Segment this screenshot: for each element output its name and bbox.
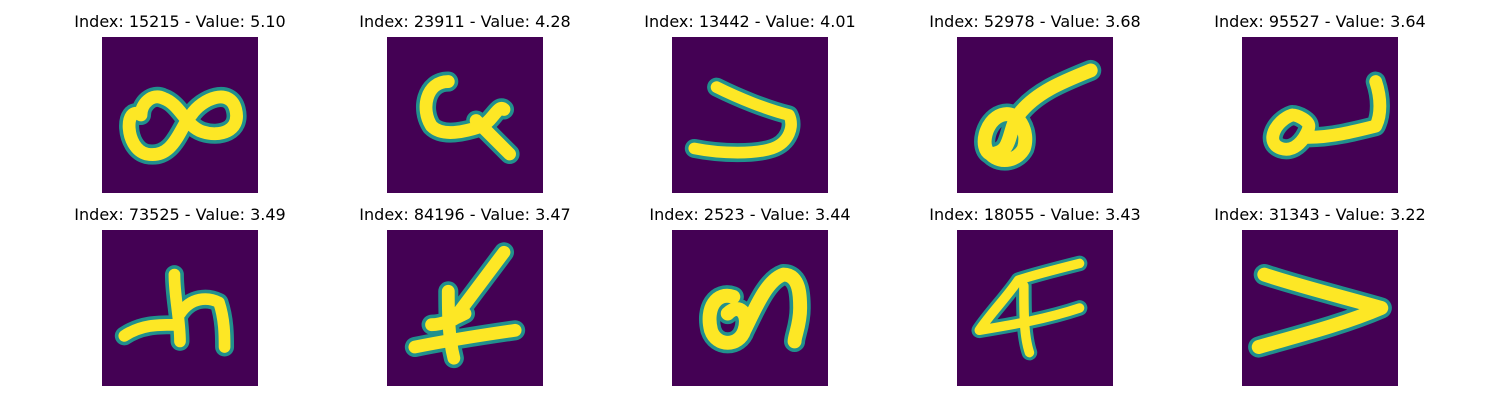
panel-3: Index: 13442 - Value: 4.01 (630, 0, 870, 193)
panel-1: Index: 15215 - Value: 5.10 (60, 0, 300, 193)
panel-10: Index: 31343 - Value: 3.22 (1200, 193, 1440, 386)
panel-title: Index: 95527 - Value: 3.64 (1214, 12, 1426, 31)
hook-shape-image (672, 37, 828, 193)
digit-image (957, 37, 1113, 193)
digit-image (672, 37, 828, 193)
panel-title: Index: 52978 - Value: 3.68 (929, 12, 1141, 31)
eight-shape-image (102, 37, 258, 193)
triangle-cross-shape-image (957, 230, 1113, 386)
panel-title: Index: 73525 - Value: 3.49 (74, 205, 286, 224)
wave-loop-shape-image (1242, 37, 1398, 193)
panel-title: Index: 2523 - Value: 3.44 (649, 205, 851, 224)
panel-title: Index: 84196 - Value: 3.47 (359, 205, 571, 224)
panel-7: Index: 84196 - Value: 3.47 (345, 193, 585, 386)
digit-image (957, 230, 1113, 386)
panel-title: Index: 13442 - Value: 4.01 (644, 12, 856, 31)
digit-image (672, 230, 828, 386)
digit-image (1242, 230, 1398, 386)
loop-slash-shape-image (957, 37, 1113, 193)
v-shape-image (1242, 230, 1398, 386)
panel-4: Index: 52978 - Value: 3.68 (915, 0, 1155, 193)
panel-2: Index: 23911 - Value: 4.28 (345, 0, 585, 193)
digit-image (387, 230, 543, 386)
digit-image (102, 37, 258, 193)
curl-shape-image (387, 37, 543, 193)
panel-title: Index: 15215 - Value: 5.10 (74, 12, 286, 31)
panel-6: Index: 73525 - Value: 3.49 (60, 193, 300, 386)
digit-image (1242, 37, 1398, 193)
panel-5: Index: 95527 - Value: 3.64 (1200, 0, 1440, 193)
digit-image (102, 230, 258, 386)
panel-title: Index: 31343 - Value: 3.22 (1214, 205, 1426, 224)
panel-8: Index: 2523 - Value: 3.44 (630, 193, 870, 386)
loop-arch-shape-image (672, 230, 828, 386)
panel-9: Index: 18055 - Value: 3.43 (915, 193, 1155, 386)
h-shape-image (102, 230, 258, 386)
panel-title: Index: 23911 - Value: 4.28 (359, 12, 571, 31)
panel-title: Index: 18055 - Value: 3.43 (929, 205, 1141, 224)
cross-stroke-shape-image (387, 230, 543, 386)
digit-image (387, 37, 543, 193)
